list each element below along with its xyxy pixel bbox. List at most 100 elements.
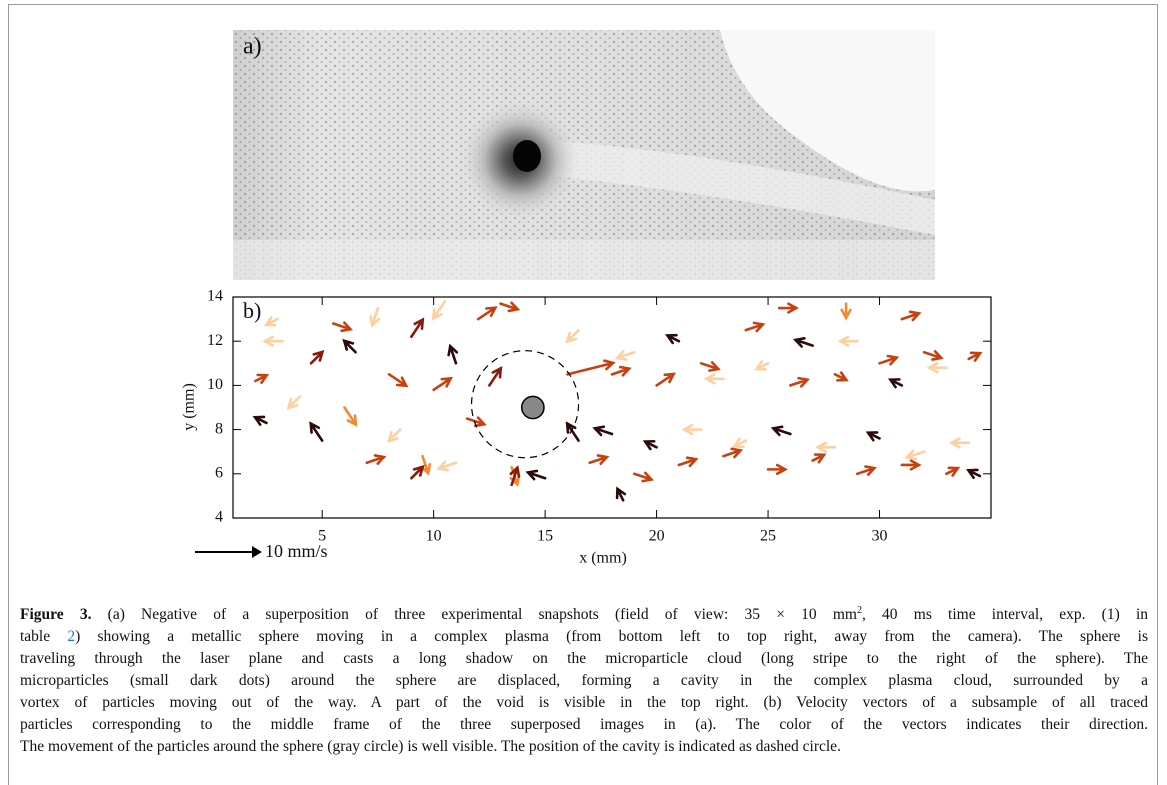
velocity-vector — [387, 373, 409, 388]
velocity-vector — [722, 447, 744, 459]
caption-text: table — [20, 628, 68, 645]
x-tick-label: 25 — [760, 528, 776, 545]
caption-label: Figure 3. — [20, 606, 92, 623]
caption-text: (a) Negative of a superposition of three… — [107, 606, 857, 623]
velocity-vector — [565, 328, 580, 344]
x-axis-label: x (mm) — [579, 550, 627, 567]
velocity-vector — [432, 376, 454, 392]
velocity-vector — [420, 454, 432, 476]
velocity-vector — [811, 453, 827, 464]
caption-line: traveling through the laser plane and ca… — [20, 650, 1148, 667]
velocity-vector — [642, 439, 658, 451]
velocity-vector — [465, 416, 487, 428]
scale-arrow-head — [252, 546, 262, 558]
velocity-vector — [252, 415, 268, 426]
velocity-vector — [499, 301, 521, 313]
y-tick-label: 8 — [215, 420, 223, 437]
velocity-vector — [926, 362, 948, 374]
x-tick-label: 15 — [537, 528, 553, 545]
x-tick-label: 30 — [872, 528, 888, 545]
void — [720, 30, 935, 192]
velocity-vector — [967, 351, 983, 362]
velocity-vector — [766, 463, 788, 475]
velocity-vector — [566, 359, 616, 376]
y-tick-label: 10 — [207, 376, 223, 393]
velocity-vector — [703, 373, 725, 385]
velocity-vector — [488, 366, 503, 387]
table-link[interactable]: 2 — [67, 628, 76, 645]
sphere-image — [513, 140, 541, 172]
velocity-vector — [610, 365, 632, 377]
velocity-vector — [342, 338, 357, 354]
velocity-vector — [731, 437, 748, 448]
velocity-vector — [744, 321, 766, 333]
velocity-vector — [878, 354, 900, 366]
y-axis-label: y (mm) — [181, 383, 198, 431]
caption-line: particles corresponding to the middle fr… — [20, 716, 1148, 733]
caption-text: , 40 ms time interval, exp. (1) in — [861, 606, 1148, 623]
caption-line: table 2) showing a metallic sphere movin… — [20, 626, 1148, 648]
velocity-vector — [833, 371, 849, 382]
caption-line: vortex of particles moving out of the wa… — [20, 694, 1148, 711]
panel-label: b) — [243, 298, 261, 323]
velocity-vector — [770, 425, 792, 437]
velocity-vector — [904, 449, 926, 461]
velocity-vector — [343, 406, 358, 427]
velocity-vector — [677, 456, 699, 468]
velocity-vector — [945, 466, 961, 477]
velocity-vector — [286, 395, 302, 410]
velocity-vector — [632, 471, 654, 483]
velocity-vector — [262, 335, 284, 347]
velocity-vector — [789, 376, 811, 388]
caption-line: Figure 3. (a) Negative of a superpositio… — [20, 604, 1148, 626]
velocity-vector — [476, 306, 498, 321]
velocity-vector — [263, 316, 279, 327]
velocity-vector — [837, 335, 859, 347]
velocity-vector — [792, 337, 814, 348]
caption-line: The movement of the particles around the… — [20, 738, 841, 755]
velocity-vector — [369, 306, 381, 328]
velocity-vector — [410, 464, 425, 480]
velocity-vector — [922, 350, 944, 361]
scale-label: 10 mm/s — [265, 541, 328, 561]
velocity-vector — [436, 460, 458, 472]
velocity-vector — [253, 373, 270, 384]
velocity-vector — [815, 441, 837, 453]
caption-text: ) showing a metallic sphere moving in a … — [75, 628, 1148, 645]
velocity-vector — [655, 372, 676, 387]
velocity-vector — [386, 428, 402, 443]
cavity-circle — [470, 350, 580, 459]
y-tick-label: 6 — [215, 464, 223, 481]
caption: Figure 3. (a) Negative of a superpositio… — [20, 604, 1148, 758]
velocity-vector — [309, 349, 325, 365]
velocity-vector — [332, 321, 353, 333]
caption-line: microparticles (small dark dots) around … — [20, 672, 1148, 689]
velocity-vector — [309, 421, 324, 442]
velocity-vector — [887, 378, 904, 389]
panel-label: a) — [243, 34, 262, 60]
velocity-vector — [681, 423, 703, 436]
plot-frame — [232, 296, 992, 519]
y-tick-label: 12 — [207, 332, 223, 349]
velocity-vector — [777, 302, 800, 314]
velocity-vector — [410, 317, 425, 339]
velocity-vector — [565, 421, 580, 442]
y-tick-label: 14 — [207, 288, 223, 305]
velocity-vector — [592, 425, 614, 437]
photo-panel: a) — [233, 30, 935, 280]
velocity-vector — [525, 469, 547, 481]
shadow-stripe — [540, 140, 935, 235]
velocity-vector — [865, 431, 881, 442]
figure-frame — [8, 4, 1158, 785]
quiver-plot: b) x (mm) y (mm) 10 mm/s 5 10 15 20 25 30 4 6 8 1… — [181, 288, 992, 567]
y-tick-label: 4 — [215, 509, 223, 526]
velocity-vector — [754, 360, 770, 371]
figure: a) b) x (mm) y (mm) 10 mm/s 5 10 15 20 25 30 4… — [181, 30, 992, 567]
velocity-vector — [615, 486, 627, 502]
x-tick-label: 5 — [318, 528, 326, 545]
superscript: 2 — [856, 604, 862, 616]
velocity-vector — [840, 302, 852, 321]
lower-edge — [233, 240, 935, 280]
velocity-vector — [699, 361, 721, 372]
